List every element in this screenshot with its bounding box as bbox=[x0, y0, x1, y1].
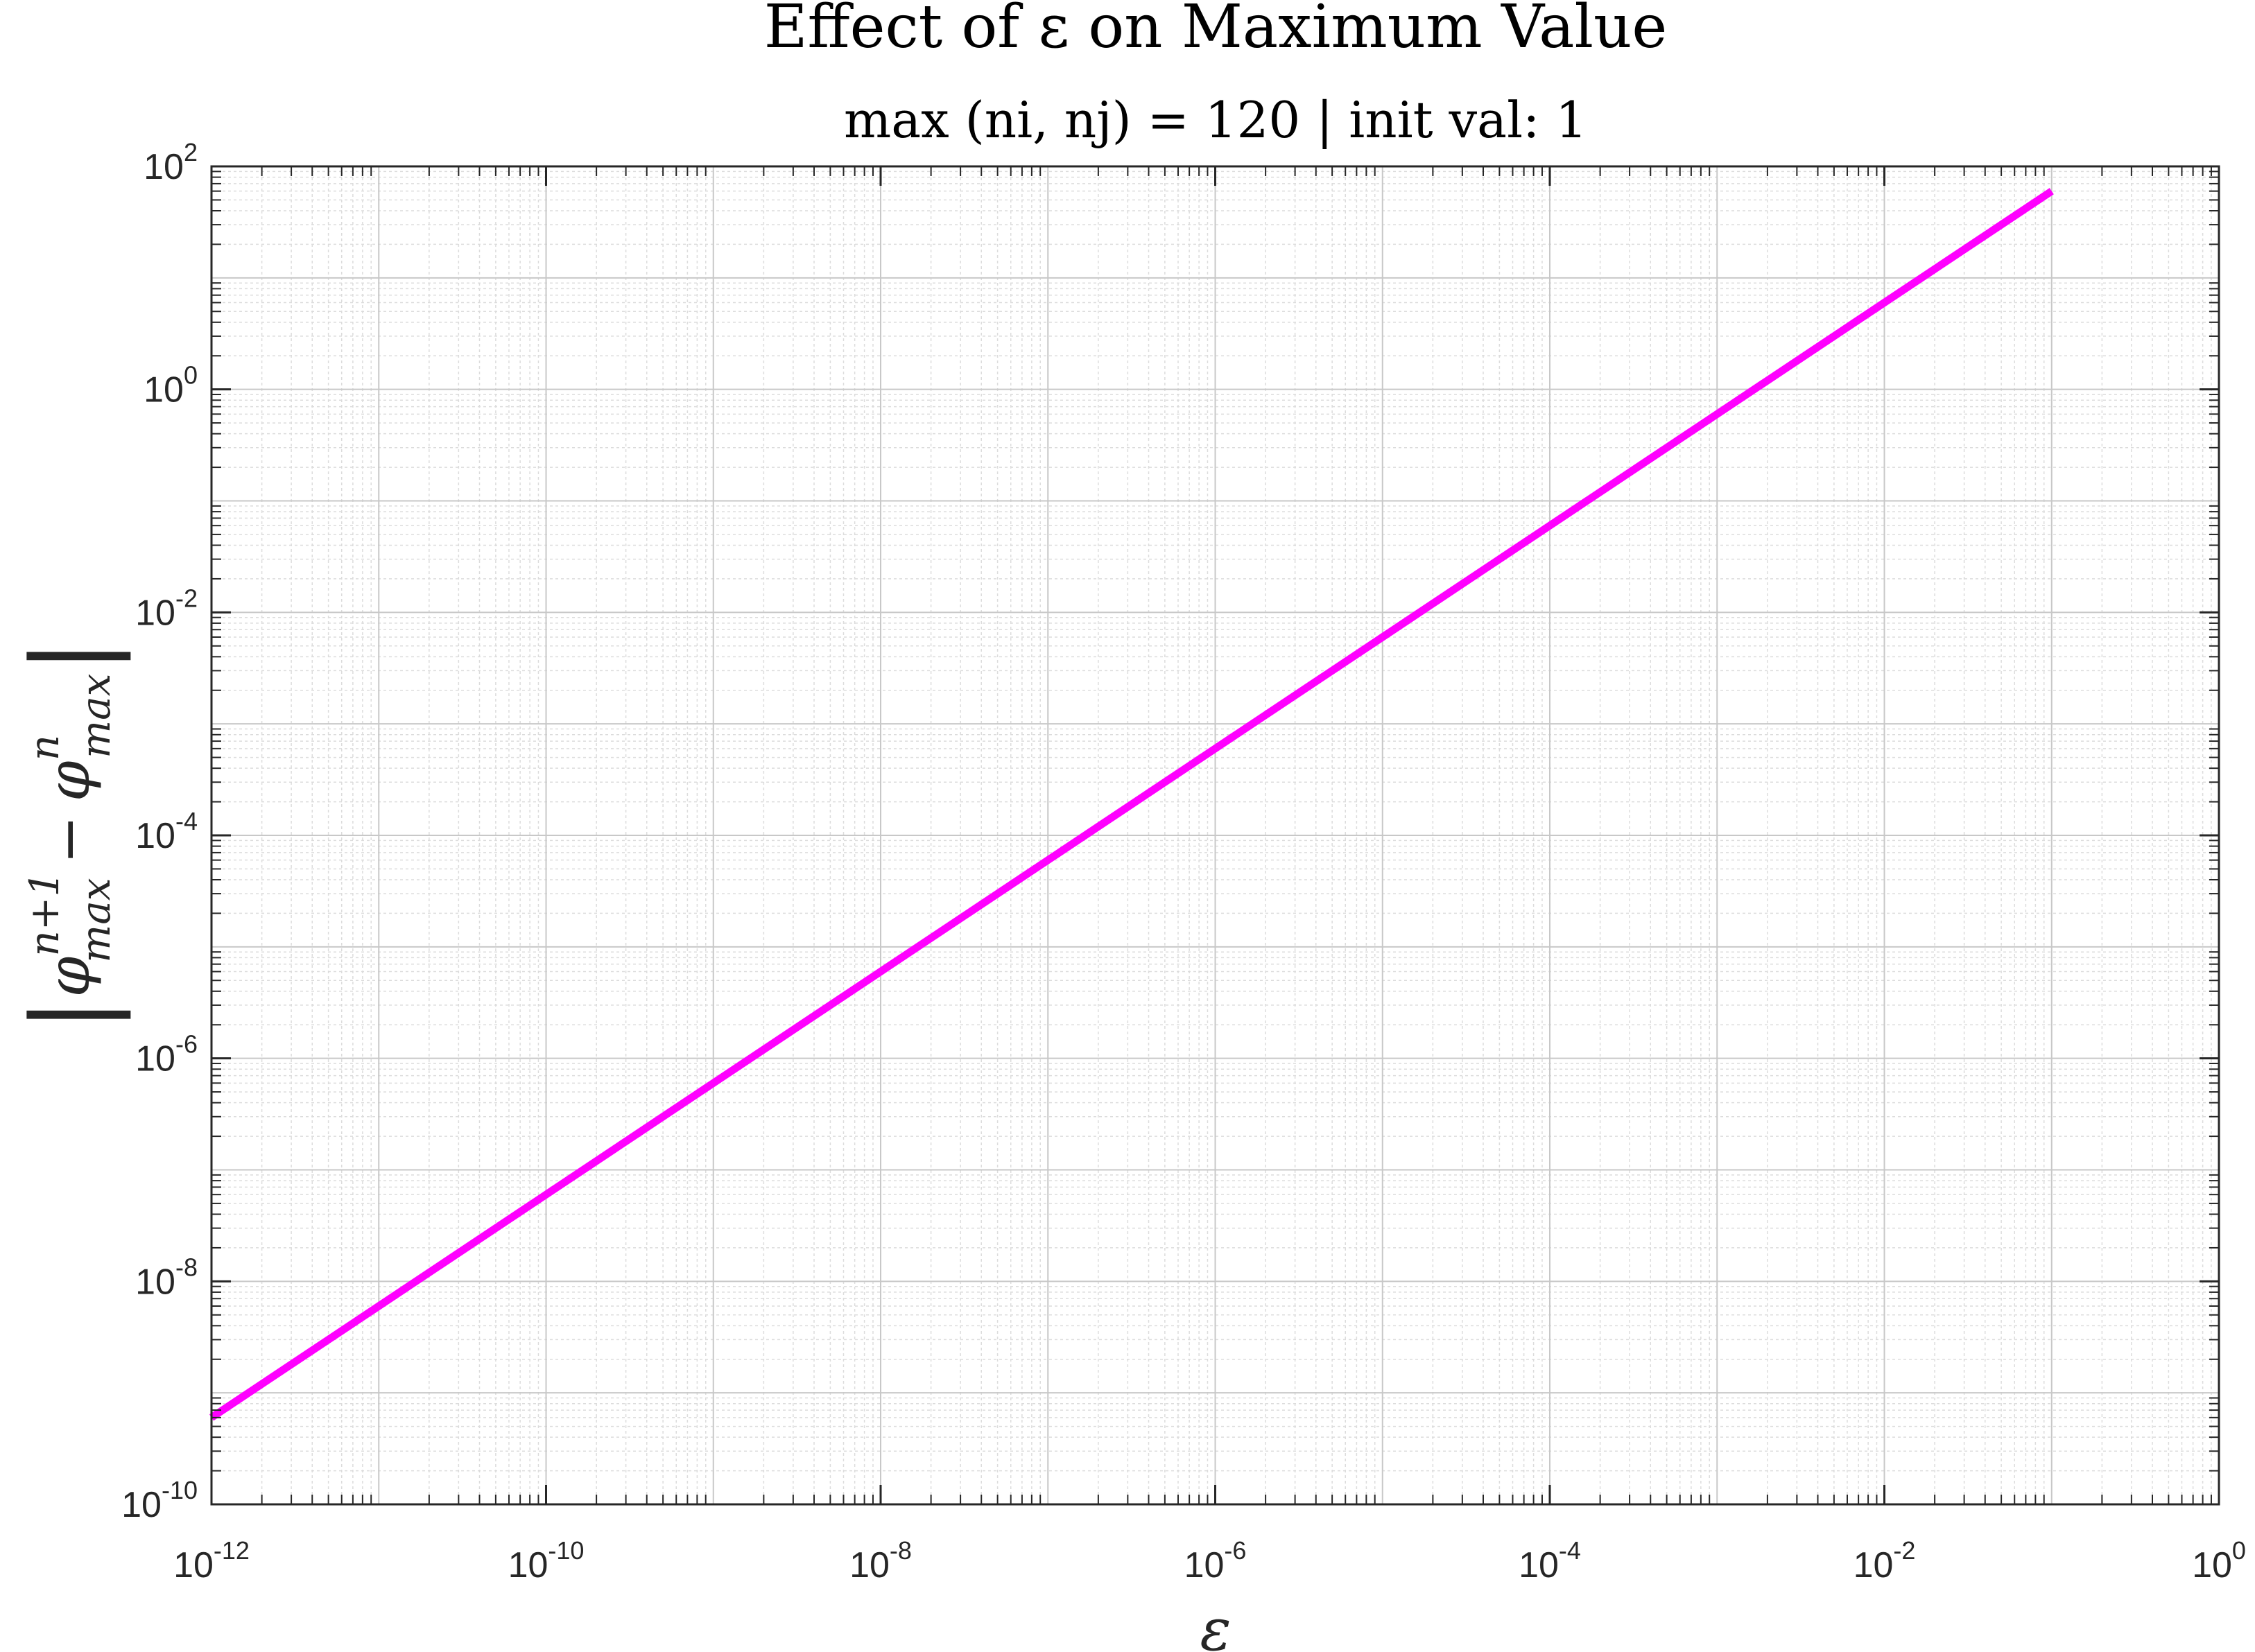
series-line bbox=[209, 188, 2054, 1421]
y-tick-label-exponent: -8 bbox=[175, 1253, 198, 1281]
x-tick-label: 10-2 bbox=[1854, 1536, 1916, 1585]
y-tick-label: 10-6 bbox=[135, 1030, 198, 1079]
y-tick-label-base: 10 bbox=[144, 147, 184, 187]
x-tick-label-base: 10 bbox=[849, 1545, 890, 1585]
x-axis-label: ε bbox=[1200, 1596, 1231, 1652]
y-label-sub-1: max bbox=[72, 878, 119, 962]
y-label-sup-1: n+1 bbox=[21, 871, 68, 957]
x-tick-labels: 10-12 10-10 10-8 10-6 10-4 10-2 100 bbox=[173, 1536, 2246, 1585]
x-tick-label: 10-12 bbox=[173, 1536, 250, 1585]
x-tick-label-exponent: -10 bbox=[548, 1536, 584, 1565]
y-tick-label-base: 10 bbox=[135, 593, 175, 633]
x-tick-label-exponent: -6 bbox=[1224, 1536, 1246, 1565]
y-tick-label-exponent: -6 bbox=[175, 1030, 198, 1059]
y-label-sub-2: max bbox=[72, 674, 119, 758]
y-tick-label-exponent: -4 bbox=[175, 807, 198, 835]
x-tick-label-base: 10 bbox=[1184, 1545, 1225, 1585]
x-tick-label-base: 10 bbox=[1519, 1545, 1559, 1585]
y-axis-label: |φn+1 max−φn max| bbox=[10, 638, 131, 1032]
x-tick-label-exponent: -2 bbox=[1893, 1536, 1915, 1565]
y-tick-label-exponent: 0 bbox=[184, 361, 198, 390]
x-tick-label: 10-8 bbox=[849, 1536, 912, 1585]
y-label-right-bar: | bbox=[10, 638, 131, 674]
x-tick-label-base: 10 bbox=[2192, 1545, 2232, 1585]
y-label-sup-2: n bbox=[21, 735, 68, 760]
y-label-phi-1: φ bbox=[35, 956, 103, 997]
y-tick-label: 10-4 bbox=[135, 807, 198, 856]
y-tick-label: 10-2 bbox=[135, 584, 198, 633]
y-tick-label-exponent: -10 bbox=[162, 1476, 198, 1504]
x-tick-label-base: 10 bbox=[1854, 1545, 1894, 1585]
y-tick-label-base: 10 bbox=[135, 1039, 175, 1079]
y-label-minus: − bbox=[35, 815, 103, 864]
x-tick-label: 100 bbox=[2192, 1536, 2246, 1585]
series-layer bbox=[209, 188, 2054, 1421]
x-tick-label: 10-4 bbox=[1519, 1536, 1581, 1585]
chart-subtitle: max (ni, nj) = 120 | init val: 1 bbox=[844, 91, 1587, 149]
plot-area bbox=[209, 165, 2220, 1506]
y-tick-label: 10-8 bbox=[135, 1253, 198, 1302]
x-tick-label-exponent: -8 bbox=[890, 1536, 912, 1565]
x-tick-label: 10-6 bbox=[1184, 1536, 1247, 1585]
x-tick-label-base: 10 bbox=[508, 1545, 548, 1585]
chart-title: Effect of ε on Maximum Value bbox=[764, 0, 1668, 62]
y-tick-label-base: 10 bbox=[135, 816, 175, 856]
x-tick-label-exponent: -4 bbox=[1559, 1536, 1581, 1565]
y-label-phi-2: φ bbox=[35, 760, 103, 801]
x-tick-label-exponent: 0 bbox=[2232, 1536, 2246, 1565]
y-tick-label: 10-10 bbox=[121, 1476, 198, 1525]
x-tick-label: 10-10 bbox=[508, 1536, 585, 1585]
tick-marks bbox=[210, 165, 2220, 1506]
y-tick-label-base: 10 bbox=[135, 1262, 175, 1302]
x-tick-label-exponent: -12 bbox=[214, 1536, 250, 1565]
y-tick-label-exponent: -2 bbox=[175, 584, 198, 612]
y-tick-label-exponent: 2 bbox=[184, 138, 198, 166]
y-label-left-bar: | bbox=[10, 997, 131, 1032]
y-tick-label: 100 bbox=[144, 361, 198, 410]
y-tick-label-base: 10 bbox=[121, 1485, 162, 1525]
y-tick-label: 102 bbox=[144, 138, 198, 187]
y-tick-label-base: 10 bbox=[144, 370, 184, 410]
x-tick-label-base: 10 bbox=[173, 1545, 214, 1585]
major-grid bbox=[211, 166, 2220, 1505]
